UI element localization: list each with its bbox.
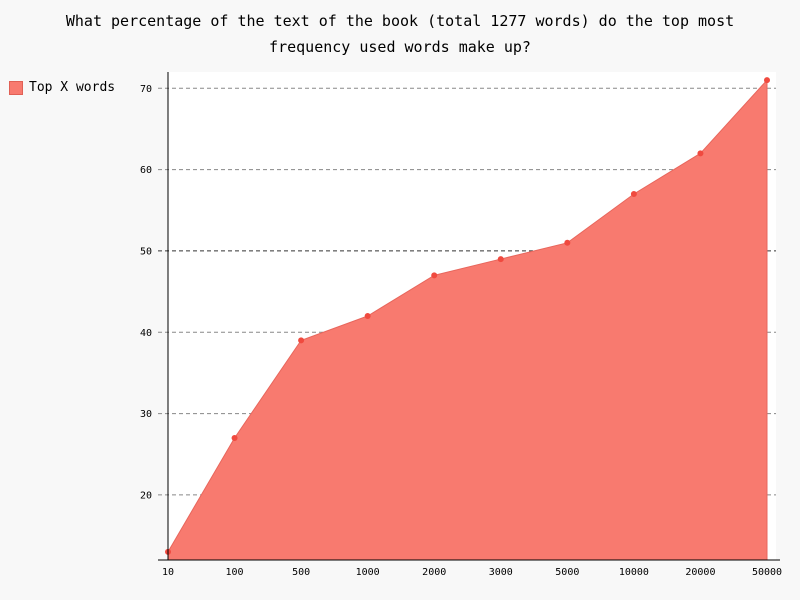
x-tick-label: 3000 [489, 567, 513, 578]
chart-title-line-1: What percentage of the text of the book … [65, 12, 735, 30]
data-point [764, 77, 770, 84]
x-tick-label: 10 [162, 567, 174, 578]
x-tick-label: 2000 [422, 567, 446, 578]
series-points-layer [165, 77, 770, 555]
y-axis-ticks: 20 30 40 50 60 70 [140, 84, 152, 502]
legend-label: Top X words [29, 80, 116, 95]
y-tick-label: 70 [140, 84, 152, 95]
chart-title-line-2: frequency used words make up? [269, 38, 531, 56]
x-tick-label: 50000 [752, 567, 782, 578]
chart-legend[interactable]: Top X words [9, 80, 115, 95]
y-tick-label: 60 [140, 165, 152, 176]
chart-title: What percentage of the text of the book … [0, 8, 800, 60]
data-point [431, 272, 438, 279]
data-point [231, 435, 238, 441]
y-tick-label: 30 [140, 409, 152, 420]
x-tick-label: 10000 [619, 567, 649, 578]
x-tick-label: 1000 [356, 567, 380, 578]
legend-swatch [9, 80, 23, 95]
x-tick-label: 500 [292, 567, 310, 578]
x-tick-label: 5000 [555, 567, 579, 578]
x-axis-ticks: 10 100 500 1000 2000 3000 5000 10000 20000 50000 [162, 567, 782, 578]
y-tick-label: 40 [140, 328, 152, 339]
x-tick-label: 100 [226, 567, 244, 578]
x-tick-label: 20000 [685, 567, 715, 578]
data-point [630, 191, 637, 197]
data-point [697, 150, 704, 157]
data-point [497, 256, 504, 263]
y-tick-label: 20 [140, 490, 152, 501]
data-point [564, 239, 571, 246]
data-point [298, 337, 305, 344]
y-tick-label: 50 [140, 246, 152, 257]
data-point [364, 313, 371, 319]
